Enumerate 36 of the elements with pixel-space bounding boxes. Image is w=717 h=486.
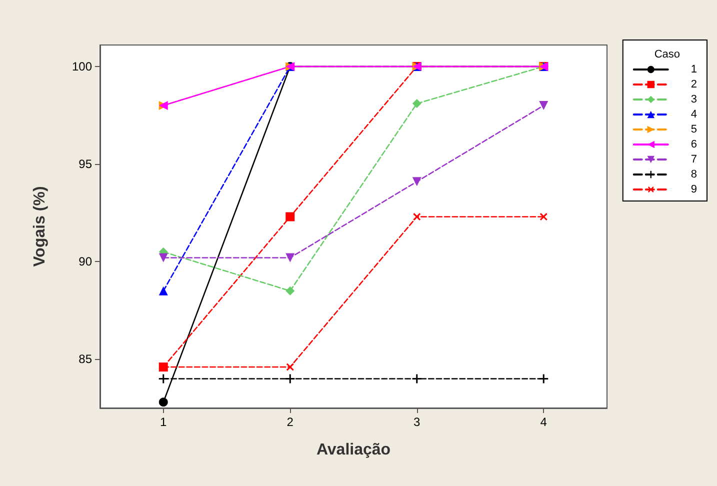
- point: [158, 398, 168, 407]
- point: [540, 213, 548, 220]
- y-tick-label: 95: [78, 157, 92, 172]
- legend-title: Caso: [654, 48, 680, 60]
- legend-label: 5: [690, 124, 698, 136]
- point: [286, 286, 295, 296]
- legend-label: 2: [690, 78, 698, 90]
- legend-label: 8: [690, 168, 698, 180]
- legend-label: 4: [690, 108, 698, 120]
- point: [412, 374, 422, 384]
- y-tick-label: 85: [78, 352, 92, 366]
- x-tick-label: 1: [160, 415, 168, 429]
- point: [539, 374, 548, 384]
- legend-label: 7: [690, 154, 698, 166]
- point: [413, 213, 421, 220]
- point: [286, 212, 295, 222]
- y-tick-label: 90: [78, 254, 92, 269]
- legend-label: 9: [690, 184, 698, 196]
- x-axis-title: Avaliação: [316, 442, 391, 458]
- point: [539, 101, 548, 110]
- legend-label: 1: [690, 64, 698, 76]
- x-tick-label: 3: [414, 415, 421, 429]
- point: [286, 253, 295, 262]
- y-axis-title: Vogais (%): [32, 186, 48, 267]
- x-tick-label: 4: [540, 415, 548, 429]
- legend-label: 3: [690, 94, 698, 106]
- x-tick-label: 2: [286, 415, 294, 429]
- point: [286, 363, 294, 371]
- point: [158, 286, 168, 296]
- point: [158, 253, 168, 262]
- point: [412, 177, 422, 186]
- point: [286, 374, 295, 384]
- y-tick-label: 100: [72, 59, 92, 74]
- point: [158, 374, 168, 384]
- legend-label: 6: [690, 138, 698, 150]
- point: [412, 99, 422, 108]
